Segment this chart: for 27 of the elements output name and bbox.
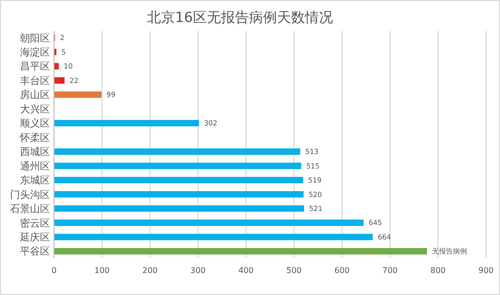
y-tick-label: 门头沟区 <box>10 188 50 201</box>
x-tick-label: 500 <box>286 266 302 275</box>
y-tick-label: 延庆区 <box>19 232 50 244</box>
y-tick-label: 东城区 <box>20 174 50 187</box>
x-tick-label: 900 <box>478 266 494 275</box>
y-tick-label: 昌平区 <box>20 62 50 73</box>
x-tick-label: 100 <box>94 266 110 275</box>
y-tick-label: 朝阳区 <box>20 32 50 44</box>
y-tick-label: 石景山区 <box>10 203 50 216</box>
y-tick-label: 平谷区 <box>20 246 50 258</box>
x-tick-label: 600 <box>334 266 350 275</box>
y-tick-label: 怀柔区 <box>19 132 50 144</box>
y-tick-label: 大兴区 <box>20 103 50 116</box>
chart-title: 北京16区无报告病例天数情况 <box>147 10 333 26</box>
y-tick-label: 丰台区 <box>20 74 50 87</box>
x-tick-label: 400 <box>238 266 254 275</box>
x-tick-label: 200 <box>142 266 158 275</box>
y-tick-label: 房山区 <box>20 89 50 102</box>
x-tick-label: 700 <box>382 266 398 275</box>
x-tick-label: 0 <box>51 266 57 275</box>
y-tick-label: 顺义区 <box>20 118 50 130</box>
y-tick-label: 密云区 <box>20 217 50 230</box>
y-tick-label: 西城区 <box>20 146 50 158</box>
x-tick-label: 300 <box>190 266 206 275</box>
y-tick-label: 海淀区 <box>20 46 50 58</box>
x-tick-label: 800 <box>430 266 446 275</box>
y-tick-label: 通州区 <box>20 160 50 172</box>
